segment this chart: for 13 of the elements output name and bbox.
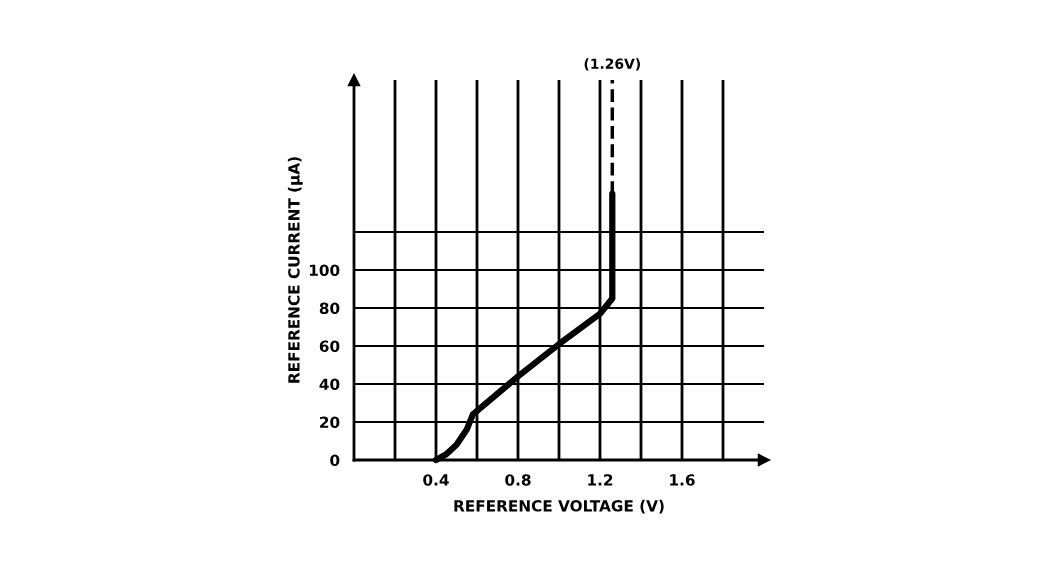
y-tick-label: 100: [309, 264, 340, 277]
x-axis-title: REFERENCE VOLTAGE (V): [454, 499, 664, 514]
annotation: (1.26V): [584, 58, 640, 71]
x-tick-label: 0.4: [423, 474, 449, 486]
y-tick-label: 20: [320, 416, 340, 429]
x-tick-label: 1.6: [670, 474, 695, 486]
y-tick-label: 80: [319, 302, 340, 315]
y-tick-label: 60: [319, 340, 340, 353]
x-tick-label: 1.2: [588, 474, 613, 486]
y-tick-label: 40: [319, 378, 340, 391]
y-tick-label: 0: [330, 454, 340, 467]
y-axis-title: REFERENCE CURRENT (µA): [287, 157, 303, 383]
x-tick-label: 0.8: [505, 474, 531, 486]
